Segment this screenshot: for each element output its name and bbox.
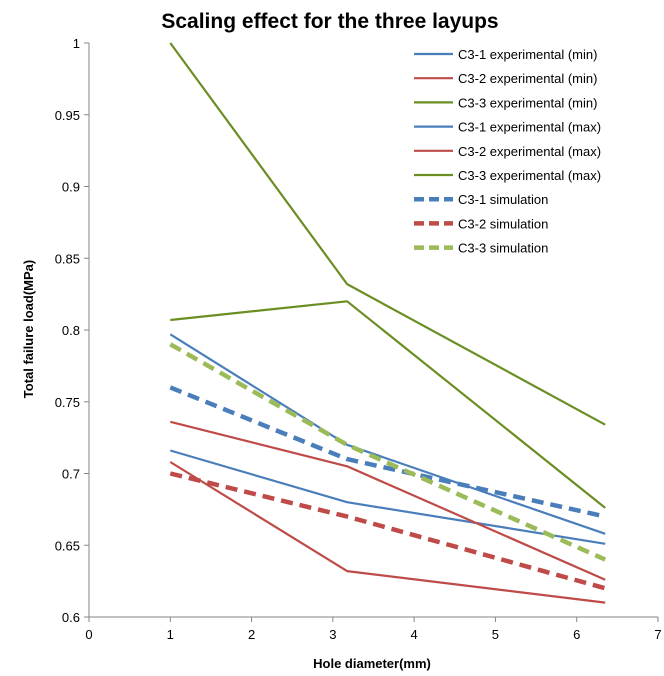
y-tick-label: 0.95	[55, 108, 80, 123]
x-tick-label: 6	[573, 627, 580, 642]
series-line-8	[169, 471, 606, 591]
legend-label: C3-1 simulation	[458, 192, 548, 207]
legend: C3-1 experimental (min) C3-2 experimental…	[414, 47, 601, 256]
series-line-5	[170, 420, 606, 581]
x-tick-label: 4	[411, 627, 418, 642]
legend-label: C3-2 experimental (max)	[458, 144, 601, 159]
series-line-7	[169, 385, 606, 519]
x-axis-title: Hole diameter(mm)	[313, 656, 431, 671]
series-line-1	[169, 449, 606, 545]
series-line-9	[169, 342, 607, 562]
chart-title: Scaling effect for the three layups	[161, 10, 498, 33]
legend-label: C3-1 experimental (max)	[458, 120, 601, 135]
plot-area: 0.6 0.65 0.7 0.75 0.8 0.85 0.9 0.95 1 0 1 2 3 4 5 6 7	[55, 36, 662, 642]
y-tick-label: 0.6	[62, 610, 80, 625]
legend-label: C3-1 experimental (min)	[458, 47, 597, 62]
y-tick-label: 1	[73, 36, 80, 51]
series-line-6	[169, 42, 606, 426]
y-tick-label: 0.85	[55, 251, 80, 266]
y-tick-label: 0.75	[55, 395, 80, 410]
x-tick-label: 2	[248, 627, 255, 642]
legend-label: C3-3 experimental (max)	[458, 168, 601, 183]
series-line-4	[169, 333, 606, 535]
x-tick-label: 7	[654, 627, 661, 642]
legend-label: C3-3 experimental (min)	[458, 95, 597, 110]
y-tick-label: 0.9	[62, 180, 80, 195]
y-tick-label: 0.65	[55, 538, 80, 553]
series-line-3	[170, 300, 606, 509]
x-tick-label: 1	[167, 627, 174, 642]
legend-label: C3-3 simulation	[458, 241, 548, 256]
x-tick-label: 3	[329, 627, 336, 642]
legend-label: C3-2 experimental (min)	[458, 71, 597, 86]
x-tick-label: 5	[492, 627, 499, 642]
legend-label: C3-2 simulation	[458, 216, 548, 231]
x-tick-label: 0	[85, 627, 92, 642]
series-line-2	[169, 461, 606, 604]
y-axis-title: Total failure load(MPa)	[21, 260, 36, 398]
y-tick-label: 0.7	[62, 467, 80, 482]
y-tick-label: 0.8	[62, 323, 80, 338]
